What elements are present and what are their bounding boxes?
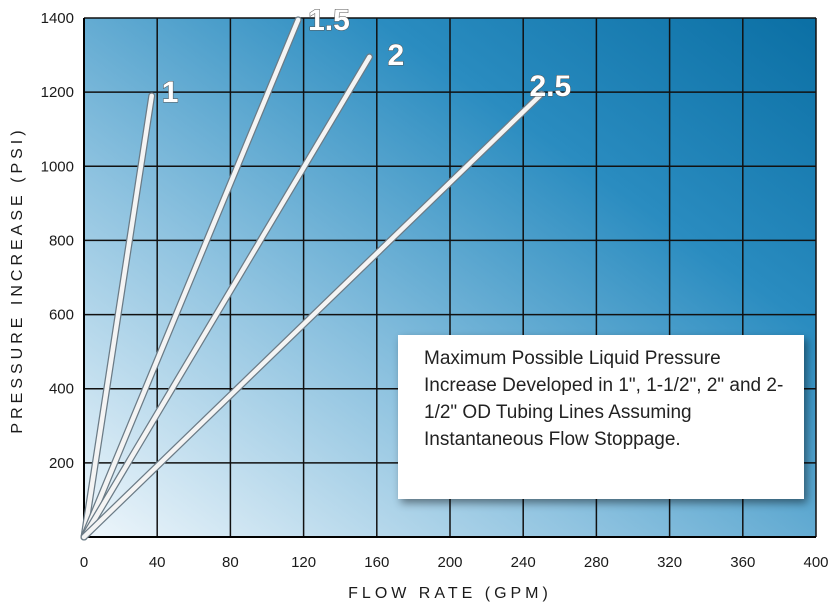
- grid: [83, 17, 817, 538]
- series-line: [81, 54, 372, 540]
- x-tick-label: 320: [657, 554, 682, 571]
- y-axis-title: PRESSURE INCREASE (PSI): [9, 126, 26, 433]
- x-tick-label: 0: [80, 554, 88, 571]
- y-tick-label: 1000: [41, 158, 74, 175]
- x-tick-label: 120: [291, 554, 316, 571]
- y-tick-label: 1400: [41, 10, 74, 27]
- x-tick-label: 80: [222, 554, 239, 571]
- x-tick-label: 40: [149, 554, 166, 571]
- series-label: 2: [387, 39, 404, 72]
- y-tick-label: 800: [49, 232, 74, 249]
- series-lines: [80, 16, 545, 541]
- y-tick-label: 1200: [41, 84, 74, 101]
- series-labels: 1 1.5 2 2.5: [161, 3, 572, 109]
- y-tick-label: 600: [49, 307, 74, 324]
- series-label: 1: [162, 76, 179, 109]
- y-tick-label: 200: [49, 455, 74, 472]
- x-tick-label: 280: [584, 554, 609, 571]
- series-label: 1.5: [308, 4, 350, 37]
- series-line: [81, 91, 544, 540]
- annotation-text: Maximum Possible Liquid Pressure Increas…: [424, 348, 784, 450]
- y-tick-labels: 200 400 600 800 1000 1200 1400: [41, 10, 74, 472]
- series-line: [81, 17, 301, 540]
- x-tick-label: 200: [437, 554, 462, 571]
- y-tick-label: 400: [49, 381, 74, 398]
- series-label: 2.5: [530, 70, 572, 103]
- x-tick-label: 160: [364, 554, 389, 571]
- annotation-box: Maximum Possible Liquid Pressure Increas…: [398, 335, 804, 499]
- series-line: [81, 93, 154, 540]
- x-axis-title: FLOW RATE (GPM): [348, 585, 552, 602]
- x-tick-label: 240: [511, 554, 536, 571]
- x-tick-labels: 0 40 80 120 160 200 240 280 320 360 400: [80, 554, 829, 571]
- x-tick-label: 400: [803, 554, 828, 571]
- x-tick-label: 360: [730, 554, 755, 571]
